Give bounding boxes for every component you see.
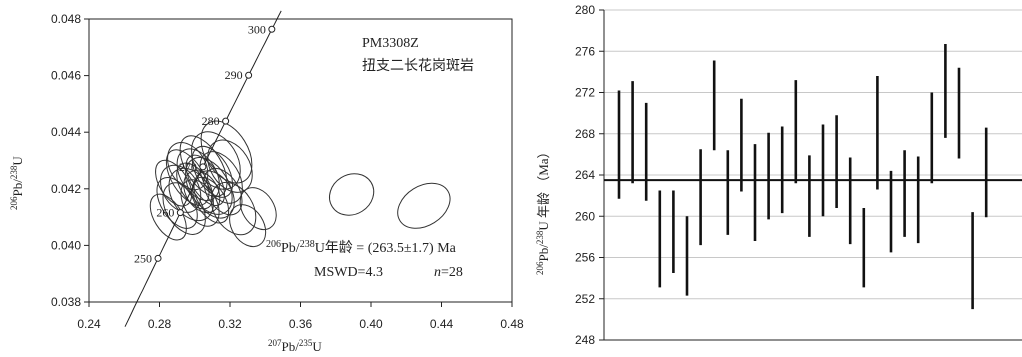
age-y-sup-238: 238 (535, 230, 545, 244)
data-ellipse (185, 154, 226, 206)
concordia-y-axis-label: 206Pb/238U (9, 156, 25, 210)
concordia-age-label: 260 (156, 206, 174, 220)
y-pb: Pb/ (10, 179, 25, 197)
concordia-x-ticks: 0.24 0.28 0.32 0.36 0.40 0.44 0.48 (77, 302, 524, 331)
age-bar-y-tick-label: 276 (575, 44, 595, 58)
data-ellipse (168, 167, 214, 222)
y-sup-238: 238 (9, 165, 19, 179)
result-pb: Pb/ (281, 241, 300, 256)
concordia-age-marker (176, 209, 184, 217)
age-bar-plot: 248 252 256 260 264 268 272 276 280 206Pb/238U 年… (535, 3, 1022, 347)
age-bar-y-tick-label: 260 (575, 209, 595, 223)
concordia-age-marker (268, 25, 276, 33)
concordia-y-tick-label: 0.048 (51, 12, 81, 26)
age-bar-series (617, 44, 988, 310)
n-text: n=28 (434, 265, 463, 280)
concordia-age-label: 250 (134, 251, 152, 265)
concordia-age-marker (245, 71, 253, 79)
age-bar-y-tick-label: 252 (575, 292, 595, 306)
concordia-y-tick-label: 0.042 (51, 182, 81, 196)
concordia-curve: 250 260 270 280 290 300 (124, 10, 282, 327)
data-ellipse (191, 145, 234, 198)
age-bar-y-tick-label: 248 (575, 333, 595, 347)
concordia-age-marker (222, 117, 230, 125)
data-ellipse (156, 177, 198, 229)
x-pb: Pb/ (282, 339, 300, 354)
age-bar-y-tick-label: 272 (575, 86, 595, 100)
n-value: =28 (441, 265, 463, 280)
concordia-x-tick-label: 0.48 (500, 317, 524, 331)
age-bar-y-tick-label: 264 (575, 168, 595, 182)
concordia-age-marker (154, 254, 162, 262)
concordia-x-tick-label: 0.40 (359, 317, 383, 331)
concordia-age-label: 300 (248, 22, 266, 36)
data-ellipse (179, 135, 228, 197)
concordia-x-axis-label: 207Pb/235U (268, 338, 322, 354)
x-sup-235: 235 (299, 338, 313, 348)
result-text: 206Pb/238U年龄 = (263.5±1.7) Ma (266, 239, 457, 256)
concordia-age-marker (199, 163, 207, 171)
sample-id: PM3308Z (362, 36, 419, 51)
data-ellipse (167, 142, 209, 191)
concordia-y-tick-label: 0.046 (51, 69, 81, 83)
concordia-x-tick-label: 0.24 (77, 317, 101, 331)
concordia-x-tick-label: 0.28 (148, 317, 172, 331)
concordia-y-ticks: 0.038 0.040 0.042 0.044 0.046 0.048 (51, 12, 89, 309)
age-y-sup-206: 206 (535, 261, 545, 275)
data-ellipse (203, 167, 243, 216)
age-y-rest: U 年龄 （Ma） (536, 145, 551, 230)
age-bar-y-tick-label: 280 (575, 3, 595, 17)
concordia-y-tick-label: 0.044 (51, 125, 81, 139)
data-ellipse (155, 159, 193, 207)
data-ellipse (191, 131, 241, 190)
y-sup-206: 206 (9, 196, 19, 210)
x-u: U (312, 339, 322, 354)
result-sup-238: 238 (300, 239, 315, 250)
concordia-y-tick-label: 0.038 (51, 295, 81, 309)
result-age: U年龄 = (263.5±1.7) Ma (315, 240, 457, 256)
concordia-age-label: 290 (225, 68, 243, 82)
y-u: U (10, 156, 25, 166)
data-ellipse (229, 204, 267, 248)
n-label: n (434, 265, 441, 280)
mswd-text: MSWD=4.3 (314, 265, 383, 280)
data-ellipse (329, 173, 375, 216)
concordia-age-label: 280 (202, 114, 220, 128)
data-ellipse (180, 179, 220, 227)
age-bar-y-tick-label: 268 (575, 127, 595, 141)
concordia-plot: 0.24 0.28 0.32 0.36 0.40 0.44 0.48 0.0380.0400… (9, 10, 524, 354)
data-ellipse (239, 187, 277, 231)
concordia-x-tick-label: 0.36 (289, 317, 313, 331)
data-ellipse (162, 182, 206, 235)
age-bar-y-ticks: 248 252 256 260 264 268 272 276 280 (575, 3, 604, 347)
concordia-x-tick-label: 0.44 (430, 317, 454, 331)
concordia-ellipses (149, 120, 451, 248)
age-bar-y-tick-label: 256 (575, 251, 595, 265)
data-ellipse (199, 151, 243, 204)
concordia-age-label: 270 (179, 160, 197, 174)
data-ellipse (397, 182, 451, 229)
result-sup-206: 206 (266, 239, 281, 250)
data-ellipse (210, 182, 257, 236)
age-y-pb: Pb/ (536, 244, 551, 262)
age-bar-y-axis-label: 206Pb/238U 年龄 （Ma） (535, 145, 551, 275)
rock-name: 扭支二长花岗斑岩 (362, 58, 474, 74)
x-sup-207: 207 (268, 338, 282, 348)
concordia-y-tick-label: 0.040 (51, 238, 81, 252)
concordia-x-tick-label: 0.32 (218, 317, 242, 331)
